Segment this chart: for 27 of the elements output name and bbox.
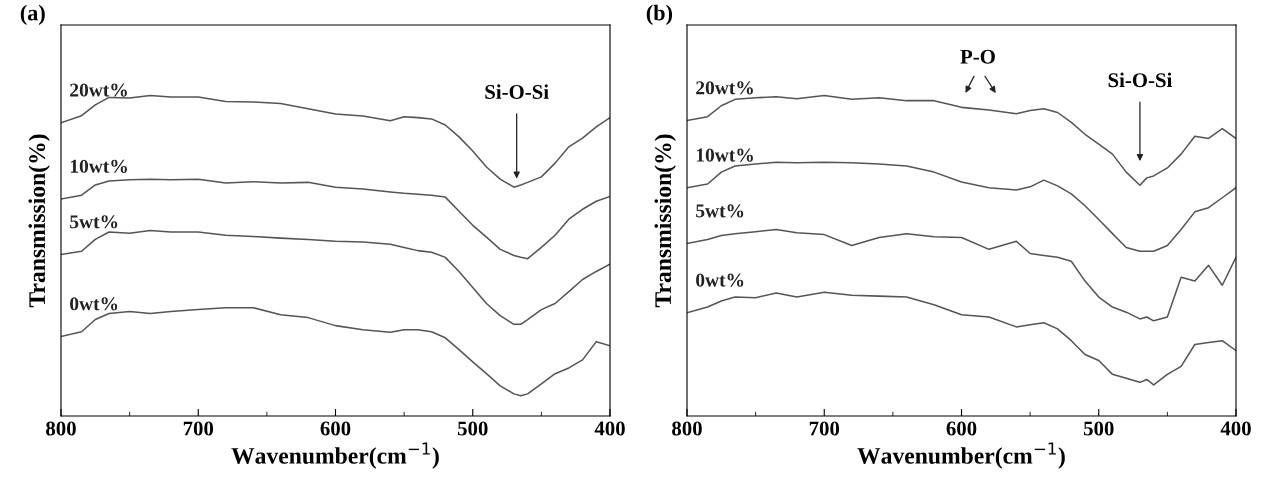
series-label: 0wt% [70, 297, 118, 311]
text: P-O [960, 49, 995, 64]
x-tick-label: 400 [594, 421, 625, 436]
y-axis-title: Transmission(%) [28, 134, 50, 308]
series-label: 20wt% [696, 81, 753, 95]
x-tick-label: 600 [320, 421, 351, 436]
series-label: 0wt% [696, 273, 744, 287]
x-axis-title: Wavenumber(cm$^{−1}$) [857, 442, 1065, 469]
x-tick-label: 500 [1083, 421, 1114, 436]
series-label: 10wt% [70, 159, 127, 173]
x-tick-label: 600 [946, 421, 977, 436]
text: Si-O-Si [1108, 72, 1173, 88]
x-tick-label: 800 [46, 421, 76, 436]
series-label: 20wt% [70, 83, 127, 97]
x-tick-label: 400 [1220, 421, 1251, 436]
x-axis-title: Wavenumber(cm$^{−1}$) [231, 442, 439, 469]
x-tick-label: 800 [672, 421, 702, 436]
y-axis-title: Transmission(%) [654, 134, 676, 308]
x-tick-label: 500 [457, 421, 488, 436]
series-label: 5wt% [696, 204, 744, 218]
series-label: 10wt% [696, 148, 753, 162]
x-tick-label: 700 [183, 421, 214, 436]
chart-title: (a) [20, 4, 45, 25]
x-tick-label: 700 [809, 421, 840, 436]
chart-title: (b) [646, 4, 673, 25]
annotation: Si-O-Si [485, 84, 549, 99]
series-label: 5wt% [70, 215, 118, 229]
